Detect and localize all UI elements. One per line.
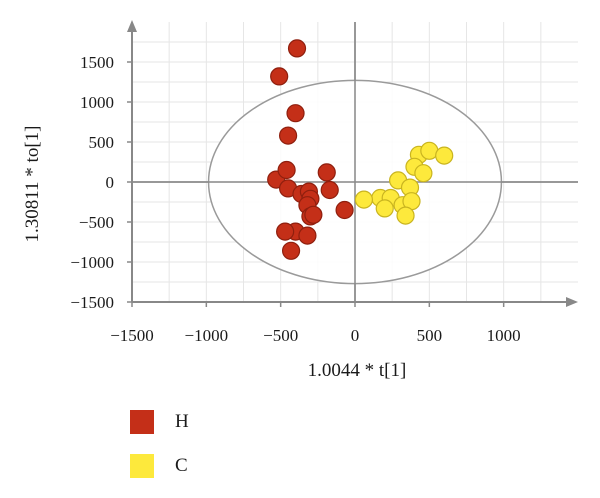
y-tick-label: −1500 (70, 293, 114, 312)
y-tick-label: 1500 (80, 53, 114, 72)
data-point-h (270, 67, 289, 86)
data-point-h (281, 241, 301, 260)
x-axis-title: 1.0044 * t[1] (308, 360, 407, 381)
data-point-c (354, 190, 374, 209)
x-tick-label: 0 (351, 326, 360, 345)
y-axis-title: 1.30811 * to[1] (22, 126, 43, 243)
data-point-h (287, 39, 307, 58)
data-point-h (279, 126, 298, 145)
x-tick-label: −1500 (110, 326, 154, 345)
y-tick-label: 1000 (80, 93, 114, 112)
scatter-plot: −1500 −1000 −500 0 500 1000 1500 1000 500 0 −500 −1… (22, 20, 578, 381)
legend-item-c: C (130, 452, 189, 480)
y-tick-label: 500 (89, 133, 115, 152)
legend-label-c: C (175, 455, 188, 476)
data-point-h (335, 200, 354, 220)
data-point-h (304, 205, 323, 224)
y-tick-label: −1000 (70, 253, 114, 272)
data-points (132, 22, 578, 302)
x-axis-arrow (566, 297, 578, 307)
legend-swatch-c (130, 454, 154, 478)
legend: H C (130, 408, 189, 496)
legend-label-h: H (175, 411, 189, 432)
data-point-h (277, 160, 296, 180)
legend-swatch-h (130, 410, 154, 434)
x-tick-label: −500 (263, 326, 298, 345)
data-point-c (375, 199, 394, 218)
data-point-c (414, 164, 433, 183)
data-point-h (276, 222, 295, 241)
data-point-h (320, 180, 339, 200)
legend-item-h: H (130, 408, 189, 436)
x-tick-label: 500 (417, 326, 443, 345)
x-tick-label: −1000 (185, 326, 229, 345)
data-point-h (317, 163, 336, 182)
x-tick-label: 1000 (487, 326, 521, 345)
y-axis-arrow (127, 20, 137, 32)
data-point-c (396, 206, 415, 225)
data-point-c (435, 146, 454, 165)
data-point-h (298, 226, 317, 245)
tick-labels: −1500 −1000 −500 0 500 1000 1500 1000 500 0 −500 −1… (70, 53, 520, 345)
data-point-h (286, 104, 305, 123)
y-tick-label: −500 (79, 213, 114, 232)
y-tick-label: 0 (106, 173, 115, 192)
